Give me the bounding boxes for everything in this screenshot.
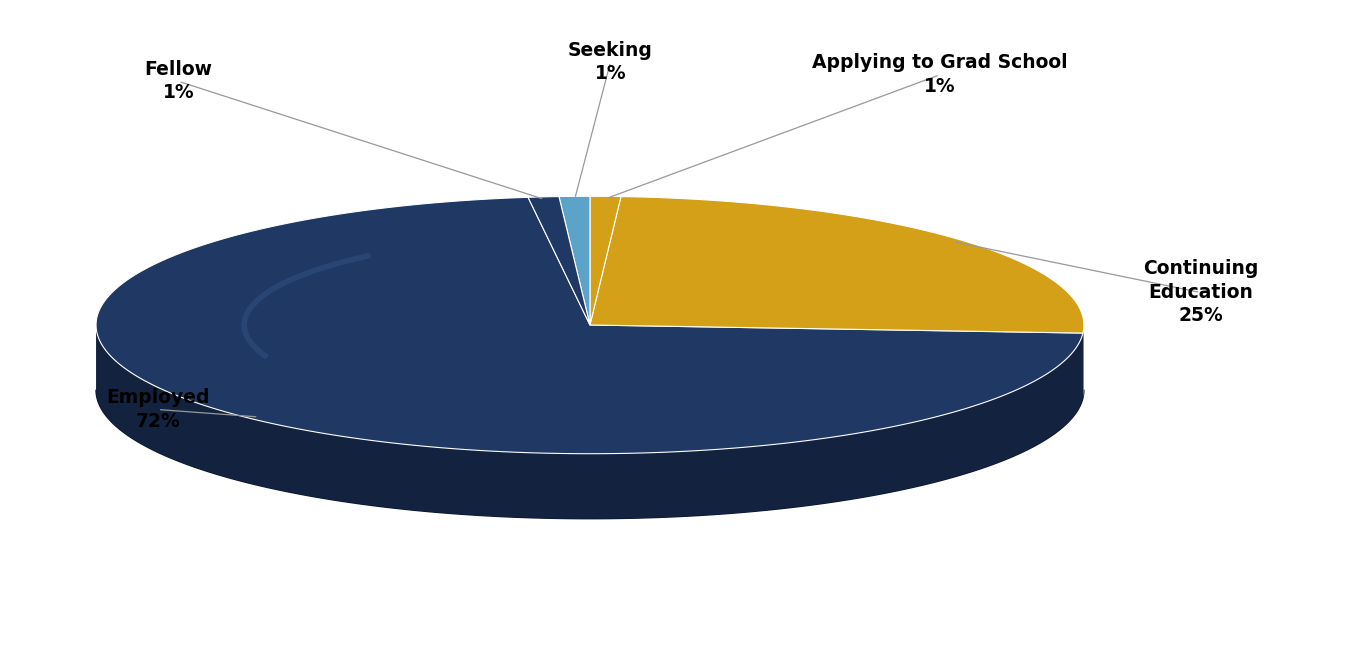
Text: Fellow
1%: Fellow 1% — [144, 60, 213, 103]
Polygon shape — [590, 196, 1084, 333]
Polygon shape — [590, 196, 622, 325]
Polygon shape — [96, 390, 1084, 519]
Polygon shape — [96, 198, 1083, 454]
Polygon shape — [590, 325, 1083, 398]
Text: Employed
72%: Employed 72% — [106, 388, 210, 431]
Polygon shape — [590, 325, 1083, 398]
Polygon shape — [528, 196, 590, 325]
Text: Seeking
1%: Seeking 1% — [568, 40, 653, 83]
Polygon shape — [558, 196, 590, 325]
Polygon shape — [96, 326, 1083, 519]
Text: Applying to Grad School
1%: Applying to Grad School 1% — [812, 53, 1067, 96]
Text: Continuing
Education
25%: Continuing Education 25% — [1143, 259, 1258, 326]
